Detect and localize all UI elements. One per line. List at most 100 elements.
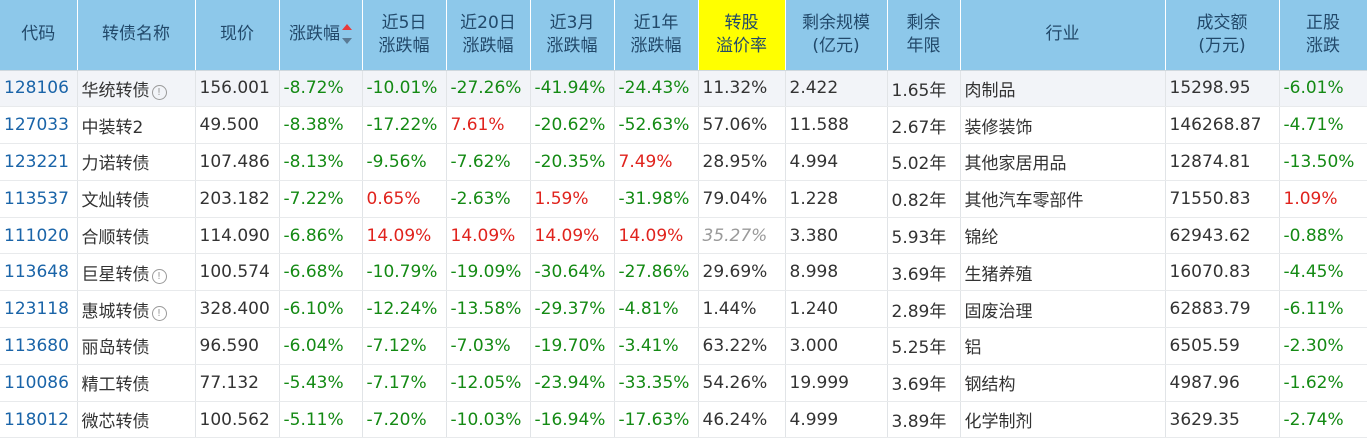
- cell-change-1y: -31.98%: [614, 180, 699, 218]
- cell-code[interactable]: 128106: [0, 70, 78, 108]
- header-change[interactable]: 涨跌幅: [279, 0, 363, 71]
- cell-industry: 钢结构: [960, 364, 1166, 402]
- cell-code[interactable]: 123118: [0, 290, 78, 329]
- cell-code-text: 118012: [4, 409, 69, 430]
- header-change-20d[interactable]: 近20日 涨跌幅: [446, 0, 531, 71]
- header-industry[interactable]: 行业: [960, 0, 1166, 71]
- cell-name[interactable]: 中装转2: [77, 106, 196, 145]
- cell-price-text: 49.500: [199, 115, 259, 136]
- table-row[interactable]: 110086 精工转债 77.132 -5.43% -7.17% -12.05% -23.9…: [0, 364, 1367, 402]
- cell-scale-text: 19.999: [789, 372, 849, 393]
- cell-change: -5.43%: [279, 364, 363, 402]
- header-premium[interactable]: 转股 溢价率: [698, 0, 786, 71]
- table-row[interactable]: 127033 中装转2 49.500 -8.38% -17.22% 7.61% -20.62…: [0, 106, 1367, 145]
- cell-premium: 79.04%: [698, 180, 786, 218]
- cell-name[interactable]: 惠城转债!: [77, 290, 196, 329]
- table-row[interactable]: 123118 惠城转债! 328.400 -6.10% -12.24% -13.58% -2…: [0, 290, 1367, 329]
- cell-premium-text: 54.26%: [702, 372, 768, 393]
- cell-years-text: 0.82年: [891, 191, 947, 212]
- cell-turnover: 3629.35: [1165, 401, 1280, 439]
- cell-change-20d: 14.09%: [446, 217, 531, 255]
- header-change-3m-label: 近3月: [549, 12, 595, 33]
- cell-turnover-text: 3629.35: [1169, 409, 1240, 430]
- cell-industry: 其他家居用品: [960, 143, 1166, 181]
- header-turnover[interactable]: 成交额 (万元): [1165, 0, 1280, 71]
- cell-scale-text: 1.240: [789, 299, 839, 320]
- cell-years-text: 3.69年: [891, 375, 947, 396]
- table-row[interactable]: 111020 合顺转债 114.090 -6.86% 14.09% 14.09% 14.09…: [0, 217, 1367, 255]
- header-name[interactable]: 转债名称: [77, 0, 196, 71]
- cell-name-text: 惠城转债: [81, 301, 150, 322]
- cell-code-text: 110086: [4, 372, 69, 393]
- cell-price: 77.132: [195, 364, 280, 402]
- cell-code[interactable]: 118012: [0, 401, 78, 439]
- header-price[interactable]: 现价: [195, 0, 280, 71]
- cell-code[interactable]: 113648: [0, 253, 78, 292]
- cell-scale: 1.240: [785, 290, 888, 329]
- cell-change-1y: -4.81%: [614, 290, 699, 329]
- cell-code[interactable]: 127033: [0, 106, 78, 145]
- cell-change-5d-text: -12.24%: [366, 299, 438, 320]
- header-years[interactable]: 剩余 年限: [887, 0, 961, 71]
- cell-change-5d: -7.17%: [362, 364, 447, 402]
- header-change-3m[interactable]: 近3月 涨跌幅: [530, 0, 615, 71]
- cell-change-20d-text: -12.05%: [450, 372, 522, 393]
- cell-change-5d: -9.56%: [362, 143, 447, 181]
- cell-industry: 锦纶: [960, 217, 1166, 255]
- cell-years: 2.89年: [887, 290, 961, 329]
- header-stock-change[interactable]: 正股 涨跌: [1279, 0, 1367, 71]
- cell-name[interactable]: 文灿转债: [77, 180, 196, 218]
- cell-name-text: 微芯转债: [81, 412, 150, 433]
- header-turnover-label: (万元): [1198, 35, 1246, 56]
- cell-name[interactable]: 丽岛转债: [77, 327, 196, 365]
- info-circle-icon[interactable]: !: [151, 305, 167, 321]
- cell-scale-text: 3.380: [789, 225, 839, 246]
- cell-code[interactable]: 113537: [0, 180, 78, 218]
- cell-name[interactable]: 力诺转债: [77, 143, 196, 181]
- cell-change-20d: -7.03%: [446, 327, 531, 365]
- cell-scale-text: 4.994: [789, 151, 839, 172]
- cell-premium: 54.26%: [698, 364, 786, 402]
- header-change-5d[interactable]: 近5日 涨跌幅: [362, 0, 447, 71]
- cell-change-3m-text: -29.37%: [534, 299, 606, 320]
- table-row[interactable]: 123221 力诺转债 107.486 -8.13% -9.56% -7.62% -20.3…: [0, 143, 1367, 181]
- cell-scale: 1.228: [785, 180, 888, 218]
- header-scale[interactable]: 剩余规模 (亿元): [785, 0, 888, 71]
- info-circle-icon[interactable]: !: [151, 268, 167, 284]
- header-change-5d-label: 涨跌幅: [378, 35, 430, 56]
- header-change-1y-label: 近1年: [633, 12, 679, 33]
- header-premium-label: 溢价率: [716, 35, 767, 56]
- cell-turnover: 71550.83: [1165, 180, 1280, 218]
- cell-name[interactable]: 合顺转债: [77, 217, 196, 255]
- cell-change: -5.11%: [279, 401, 363, 439]
- cell-premium-text: 35.27%: [702, 225, 768, 246]
- table-row[interactable]: 118012 微芯转债 100.562 -5.11% -7.20% -10.03% -16.…: [0, 401, 1367, 439]
- cell-name[interactable]: 华统转债!: [77, 70, 196, 108]
- cell-code[interactable]: 113680: [0, 327, 78, 365]
- header-stock-change-label: 正股: [1306, 12, 1340, 33]
- info-circle-icon[interactable]: !: [151, 84, 167, 100]
- table-row[interactable]: 113537 文灿转债 203.182 -7.22% 0.65% -2.63% 1.59% -…: [0, 180, 1367, 218]
- cell-change-3m-text: 1.59%: [534, 188, 589, 209]
- cell-code[interactable]: 111020: [0, 217, 78, 255]
- cell-name[interactable]: 精工转债: [77, 364, 196, 402]
- header-change-1y[interactable]: 近1年 涨跌幅: [614, 0, 699, 71]
- cell-stock-change: -6.01%: [1279, 70, 1367, 108]
- header-code[interactable]: 代码: [0, 0, 78, 71]
- cell-code-text: 113648: [4, 262, 69, 283]
- cell-change-1y-text: -17.63%: [618, 409, 690, 430]
- sort-desc-icon[interactable]: [342, 23, 352, 45]
- cell-name[interactable]: 巨星转债!: [77, 253, 196, 292]
- table-row[interactable]: 113648 巨星转债! 100.574 -6.68% -10.79% -19.09% -3…: [0, 253, 1367, 292]
- cell-code[interactable]: 110086: [0, 364, 78, 402]
- cell-years: 0.82年: [887, 180, 961, 218]
- cell-code[interactable]: 123221: [0, 143, 78, 181]
- cell-code-text: 128106: [4, 78, 69, 99]
- cell-premium: 57.06%: [698, 106, 786, 145]
- table-row[interactable]: 128106 华统转债! 156.001 -8.72% -10.01% -27.26% -4…: [0, 70, 1367, 108]
- cell-change-3m: -19.70%: [530, 327, 615, 365]
- cell-name[interactable]: 微芯转债: [77, 401, 196, 439]
- cell-price: 203.182: [195, 180, 280, 218]
- cell-industry: 装修装饰: [960, 106, 1166, 145]
- table-row[interactable]: 113680 丽岛转债 96.590 -6.04% -7.12% -7.03% -19.70…: [0, 327, 1367, 365]
